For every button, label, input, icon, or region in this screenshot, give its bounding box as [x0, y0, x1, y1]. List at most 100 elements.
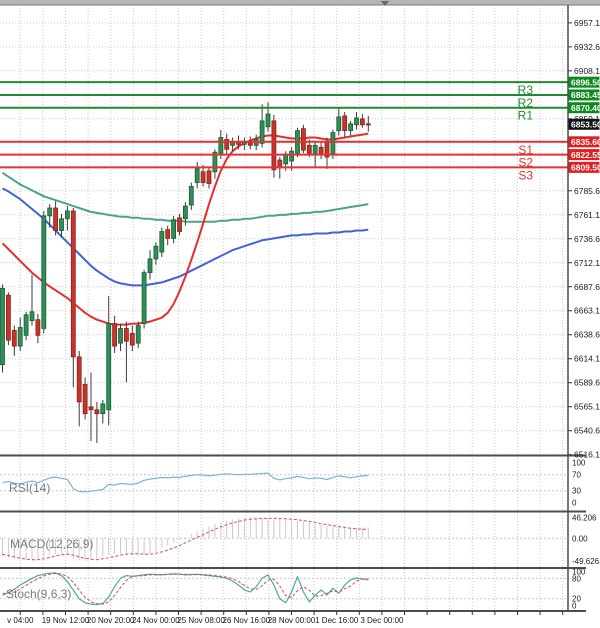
macd-signal-line — [2, 517, 369, 561]
candlestick — [336, 116, 342, 132]
date-tick-label: 26 Nov 16:00 — [223, 616, 271, 625]
resistance-price-badge — [568, 76, 600, 88]
candlestick — [112, 323, 117, 347]
price-tick-label: 6540.60 — [574, 426, 600, 436]
candlestick — [59, 218, 64, 231]
candlestick — [29, 311, 35, 322]
candlestick — [359, 118, 365, 126]
date-tick-label: v 04:00 — [7, 616, 34, 625]
rsi-scale-label: 100 — [572, 459, 586, 468]
stoch-scale-label: 20 — [572, 595, 581, 604]
rsi-scale-label: 0 — [572, 499, 577, 508]
stoch-scale-label: 0 — [572, 602, 577, 611]
candlestick — [11, 330, 17, 347]
resistance-price-badge-text: 6896.50 — [571, 77, 600, 87]
resistance-price-badge — [568, 89, 600, 101]
date-tick-label: 24 Nov 00:00 — [132, 616, 180, 625]
candlestick — [365, 123, 371, 126]
candlestick — [65, 210, 70, 220]
candlestick — [271, 120, 277, 171]
candlestick — [82, 383, 88, 415]
pivot-label-s3: S3 — [518, 168, 533, 182]
candlestick — [342, 115, 348, 132]
candlestick — [106, 323, 112, 411]
macd-scale-label: -49.626 — [572, 557, 600, 566]
stoch-d-line — [2, 573, 369, 605]
candlestick — [171, 219, 177, 239]
candlestick — [153, 245, 159, 260]
candlestick — [224, 139, 230, 150]
candlestick — [306, 144, 312, 154]
date-tick-label: 28 Nov 00:00 — [268, 616, 316, 625]
window-top-bar — [0, 0, 600, 5]
price-tick-label: 6589.60 — [574, 378, 600, 388]
candlestick — [159, 231, 165, 253]
candlestick — [218, 137, 224, 154]
candlestick — [312, 144, 318, 154]
current-price-badge-text: 6853.50 — [571, 119, 600, 129]
candlestick — [330, 132, 336, 155]
candlestick — [47, 207, 53, 217]
candlestick — [300, 128, 306, 151]
price-tick-label: 6663.10 — [574, 306, 600, 316]
pivot-label-r1: R1 — [518, 109, 534, 123]
candlestick — [206, 170, 212, 184]
rsi-scale-label: 30 — [572, 487, 581, 496]
stoch-k-line — [2, 572, 369, 606]
candlestick — [177, 217, 182, 232]
rsi-line — [2, 472, 369, 493]
candlestick — [94, 409, 100, 415]
price-tick-label: 6712.10 — [574, 258, 600, 268]
resistance-price-badge-text: 6870.40 — [571, 103, 600, 113]
candlestick — [147, 258, 153, 274]
stoch-scale-label: 100 — [572, 568, 586, 577]
candlestick — [318, 146, 324, 155]
price-tick-label: 6614.10 — [574, 354, 600, 364]
candlestick — [212, 151, 218, 173]
pivot-label-s1: S1 — [518, 143, 533, 157]
candlestick — [88, 406, 94, 411]
price-tick-label: 6516.10 — [574, 450, 600, 460]
current-price-badge — [568, 118, 600, 130]
macd-scale-label: 0.00 — [572, 534, 588, 543]
candlestick — [289, 150, 295, 162]
price-tick-label: 6638.60 — [574, 330, 600, 340]
pivot-label-r3: R3 — [518, 83, 534, 97]
ma-red-line — [1, 132, 369, 326]
candlestick — [283, 153, 289, 165]
pivot-label-s2: S2 — [518, 156, 533, 170]
support-price-badge — [568, 149, 600, 161]
resistance-price-badge-text: 6883.45 — [571, 90, 600, 100]
candlestick — [53, 207, 58, 231]
price-tick-label: 6761.10 — [574, 210, 600, 220]
price-tick-label: 6565.10 — [574, 402, 600, 412]
candlestick — [348, 123, 354, 132]
candlestick — [0, 287, 5, 366]
price-tick-label: 6908.10 — [574, 66, 600, 76]
price-tick-label: 6932.60 — [574, 42, 600, 52]
chart-shift-marker-icon — [381, 1, 389, 6]
candlestick — [354, 117, 359, 126]
candlestick — [135, 325, 141, 344]
candlestick — [188, 186, 194, 206]
candlestick — [100, 403, 106, 415]
candlestick — [76, 356, 82, 403]
candlestick — [23, 314, 29, 336]
stoch-scale-label: 80 — [572, 574, 581, 583]
date-tick-label: 3 Dec 00:00 — [360, 616, 404, 625]
candlestick — [35, 319, 41, 336]
candlestick — [182, 205, 188, 220]
candlestick — [165, 229, 171, 239]
support-price-badge — [568, 161, 600, 173]
candlestick — [17, 327, 23, 347]
candlestick — [6, 294, 11, 341]
candlestick — [70, 210, 76, 358]
price-tick-label: 6736.60 — [574, 234, 600, 244]
support-price-badge-text: 6809.50 — [571, 163, 600, 173]
candlestick — [265, 113, 271, 128]
candlestick — [259, 120, 265, 144]
rsi-scale-label: 70 — [572, 471, 581, 480]
candlestick — [141, 272, 147, 324]
